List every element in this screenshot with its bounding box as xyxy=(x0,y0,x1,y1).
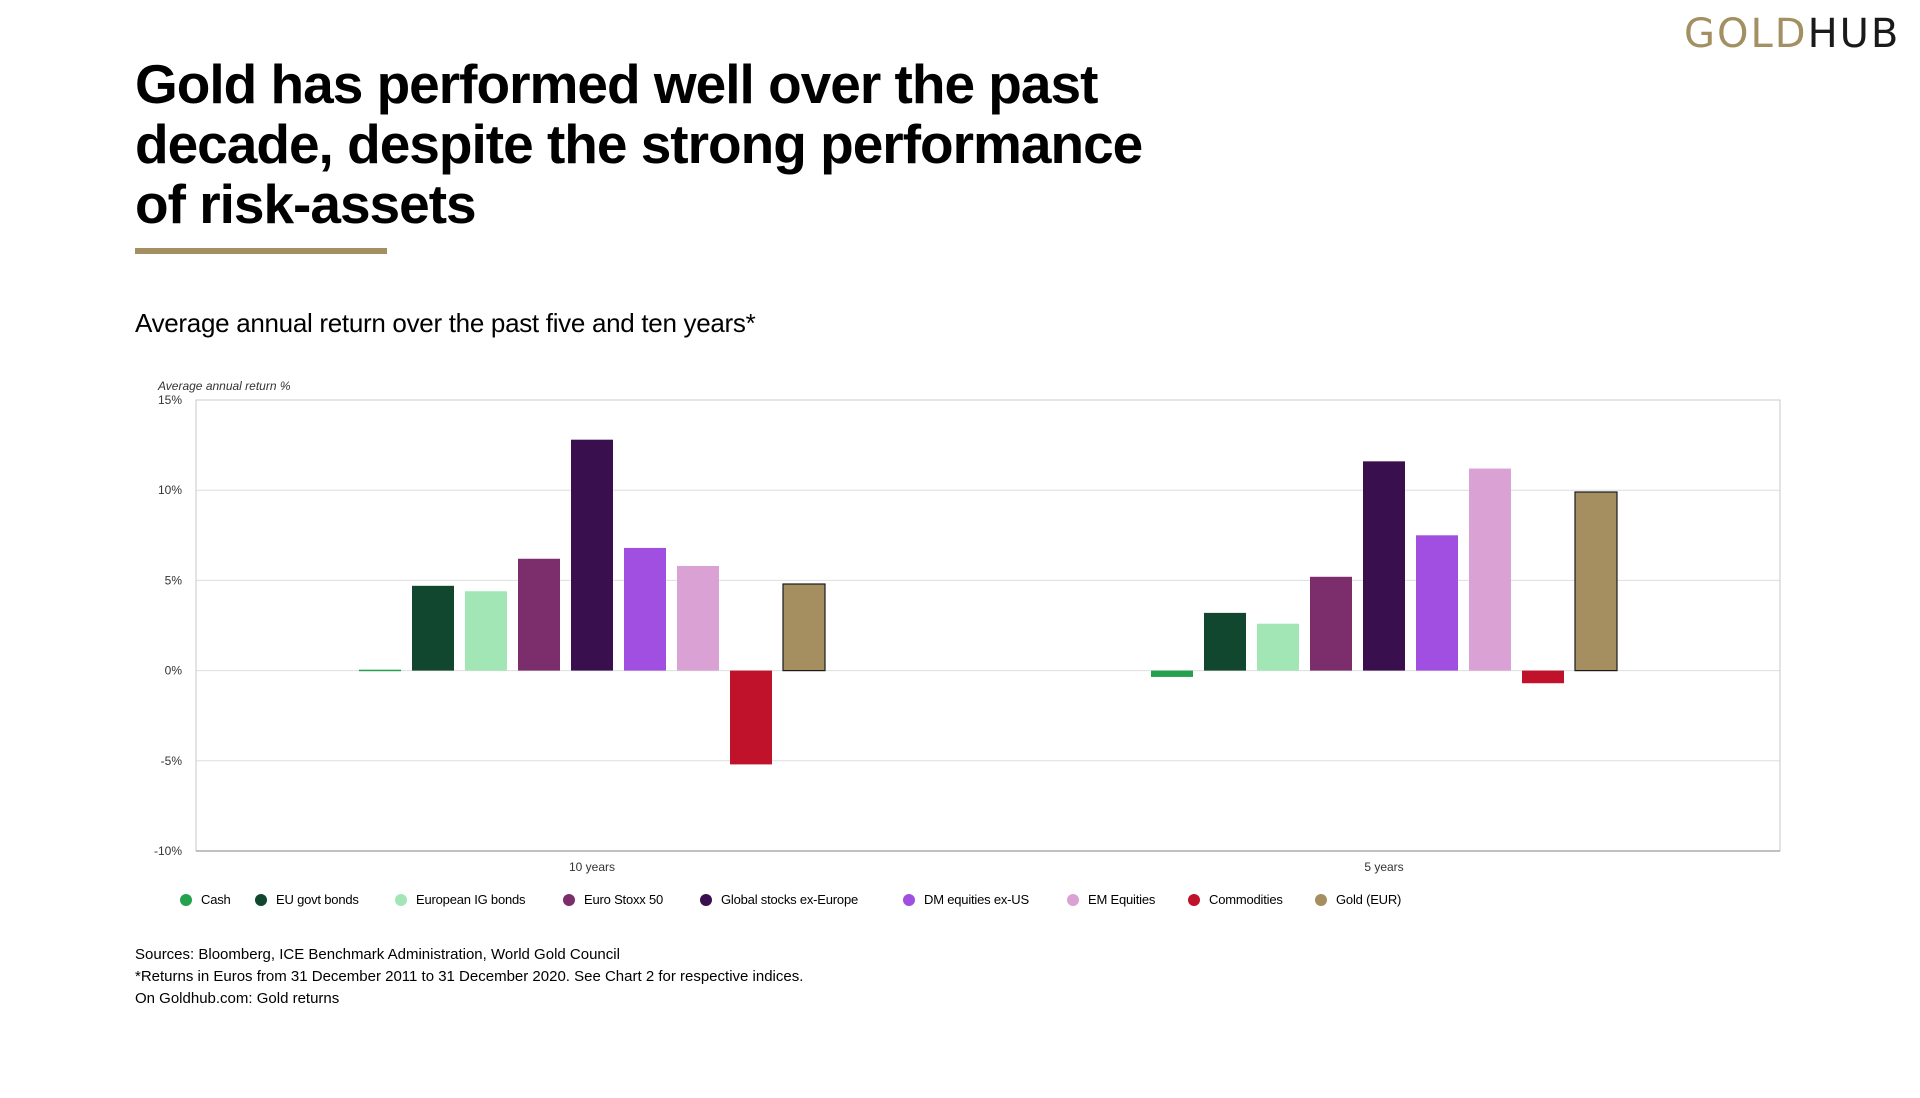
y-tick-label: -10% xyxy=(154,844,182,858)
page-title: Gold has performed well over the past de… xyxy=(135,53,1143,235)
legend-label: Cash xyxy=(201,892,231,907)
logo-gold-text: GOLD xyxy=(1684,11,1808,57)
legend-label: EU govt bonds xyxy=(276,892,359,907)
bar-dm-equities-ex-us-10y xyxy=(624,547,666,671)
y-tick-label: 5% xyxy=(165,573,183,587)
legend-swatch xyxy=(395,893,407,906)
legend-label: Gold (EUR) xyxy=(1336,892,1402,907)
legend-swatch xyxy=(180,893,192,906)
bar-em-equities-10y xyxy=(677,565,719,671)
axis-labels: 15% 10% 5% 0% -5% -10% Average annual return %… xyxy=(154,379,1404,874)
x-category-label: 10 years xyxy=(569,860,615,874)
grid-lines xyxy=(196,489,1780,762)
bar-euro-stoxx-50-5y xyxy=(1310,576,1352,671)
legend-swatch xyxy=(1188,893,1200,906)
legend-item: Euro Stoxx 50 xyxy=(563,892,663,907)
x-category-label: 5 years xyxy=(1364,860,1403,874)
legend-item: Global stocks ex-Europe xyxy=(700,892,858,907)
goldhub-logo[interactable]: GOLDHUB xyxy=(1684,14,1900,54)
legend-swatch xyxy=(903,893,915,906)
legend-item: Commodities xyxy=(1188,892,1283,907)
bar-em-equities-5y xyxy=(1469,468,1511,671)
legend-swatch xyxy=(563,893,575,906)
y-tick-label: 15% xyxy=(158,393,182,407)
legend-label: Commodities xyxy=(1209,892,1283,907)
y-tick-label: 10% xyxy=(158,483,182,497)
legend-item: Gold (EUR) xyxy=(1315,892,1401,907)
footer-notes: Sources: Bloomberg, ICE Benchmark Admini… xyxy=(135,944,803,1010)
legend-item: European IG bonds xyxy=(395,892,526,907)
bar-commodities-5y xyxy=(1522,670,1564,684)
bar-eu-govt-bonds-10y xyxy=(412,585,454,671)
goldhub-link[interactable]: On Goldhub.com: Gold returns xyxy=(135,990,340,1007)
legend-item: DM equities ex-US xyxy=(903,892,1029,907)
legend-swatch xyxy=(1315,893,1327,906)
bar-eu-govt-bonds-5y xyxy=(1204,612,1246,671)
bar-dm-equities-ex-us-5y xyxy=(1416,535,1458,671)
bar-global-stocks-ex-europe-10y xyxy=(571,439,613,671)
plot-frame xyxy=(195,399,1781,852)
bar-chart: 15% 10% 5% 0% -5% -10% Average annual return %… xyxy=(154,379,1781,874)
legend-label: Euro Stoxx 50 xyxy=(584,892,664,907)
sources-note: Sources: Bloomberg, ICE Benchmark Admini… xyxy=(135,946,620,963)
legend-label: European IG bonds xyxy=(416,892,526,907)
title-underline xyxy=(135,248,387,254)
legend-label: Global stocks ex-Europe xyxy=(721,892,859,907)
logo-hub-text: HUB xyxy=(1807,11,1901,57)
bar-global-stocks-ex-europe-5y xyxy=(1363,461,1405,671)
y-axis-title: Average annual return % xyxy=(157,379,291,393)
legend-swatch xyxy=(700,893,712,906)
bar-gold-eur-5y xyxy=(1574,491,1618,672)
bar-cash-5y xyxy=(1151,670,1193,677)
bar-cash-10y xyxy=(359,669,401,672)
bar-commodities-10y xyxy=(730,670,772,765)
bar-gold-eur-10y xyxy=(782,583,826,672)
legend-label: EM Equities xyxy=(1088,892,1156,907)
y-tick-label: -5% xyxy=(161,754,183,768)
chart-subtitle: Average annual return over the past five… xyxy=(135,308,756,338)
bars xyxy=(359,439,1618,765)
legend-label: DM equities ex-US xyxy=(924,892,1029,907)
bar-european-ig-bonds-10y xyxy=(465,591,507,671)
bar-european-ig-bonds-5y xyxy=(1257,623,1299,671)
legend-swatch xyxy=(255,893,267,906)
y-tick-label: 0% xyxy=(165,664,183,678)
legend-item: EM Equities xyxy=(1067,892,1155,907)
bar-euro-stoxx-50-10y xyxy=(518,558,560,671)
returns-footnote: *Returns in Euros from 31 December 2011 … xyxy=(135,968,804,985)
legend-item: Cash xyxy=(180,892,231,907)
legend-item: EU govt bonds xyxy=(255,892,359,907)
legend-swatch xyxy=(1067,893,1079,906)
